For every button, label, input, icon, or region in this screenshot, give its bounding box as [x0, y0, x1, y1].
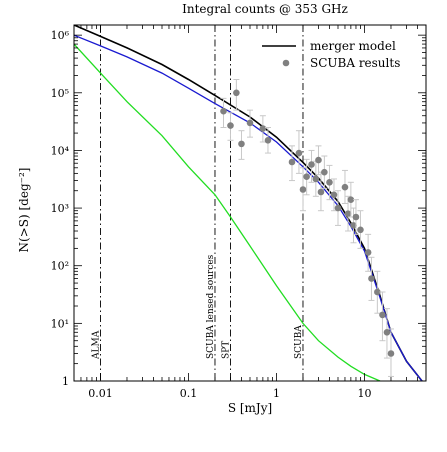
- data-point-30: [387, 350, 395, 357]
- series-line-curve-1: [74, 34, 423, 381]
- data-point-19: [341, 183, 349, 191]
- y-tick-label-1: 10¹: [51, 317, 69, 330]
- data-point-15: [321, 168, 328, 176]
- y-tick-label-4: 10⁴: [51, 144, 70, 157]
- data-point-24: [357, 226, 364, 234]
- legend: merger model SCUBA results: [262, 39, 400, 70]
- data-point-18: [334, 204, 342, 212]
- legend-marker-sample: [282, 59, 290, 67]
- data-point-5: [259, 125, 267, 132]
- data-point-7: [288, 158, 296, 166]
- data-point-3: [238, 140, 245, 148]
- vertical-line-label-0: ALMA: [91, 330, 101, 360]
- data-point-25: [364, 249, 372, 256]
- y-axis-label: N(>S) [deg⁻²]: [17, 168, 31, 253]
- data-point-9: [299, 186, 307, 193]
- data-point-6: [264, 136, 272, 144]
- vertical-line-label-1: SCUBA lensed sources: [206, 254, 216, 359]
- data-point-27: [374, 288, 381, 296]
- data-point-16: [326, 179, 333, 186]
- data-point-29: [383, 328, 391, 336]
- data-point-0: [220, 107, 227, 115]
- data-point-17: [330, 191, 338, 199]
- chart-title: Integral counts @ 353 GHz: [182, 2, 348, 16]
- vertical-line-label-2: SPT: [221, 341, 231, 359]
- legend-entry-label-1: SCUBA results: [310, 56, 400, 70]
- plot-frame: [73, 24, 427, 382]
- x-axis-label: S [mJy]: [228, 401, 272, 415]
- x-tick-label-1: 0.1: [180, 387, 198, 400]
- data-point-21: [347, 196, 355, 203]
- data-point-8: [295, 149, 303, 157]
- y-tick-label-0: 1: [62, 375, 69, 388]
- x-tick-label-3: 10: [357, 387, 371, 400]
- y-tick-label-5: 10⁵: [51, 87, 69, 100]
- data-point-20: [344, 210, 352, 217]
- data-point-10: [303, 173, 310, 181]
- plot-area: ALMA SCUBA lensed sources SPT SCUBA 0.01 0.1 1…: [51, 24, 427, 400]
- x-tick-label-2: 1: [273, 387, 280, 400]
- legend-entry-label-0: merger model: [310, 39, 396, 53]
- plot-content: ALMA SCUBA lensed sources SPT SCUBA: [74, 25, 423, 381]
- data-point-23: [352, 213, 360, 221]
- data-point-26: [368, 275, 375, 282]
- data-point-14: [317, 188, 325, 196]
- y-tick-label-2: 10²: [51, 260, 69, 273]
- data-point-11: [308, 161, 315, 168]
- data-point-13: [315, 156, 322, 164]
- series-line-curve-2: [74, 43, 381, 381]
- data-point-4: [246, 119, 254, 127]
- data-point-2: [233, 89, 240, 97]
- data-point-1: [227, 122, 234, 129]
- y-tick-label-3: 10³: [51, 202, 69, 215]
- data-point-12: [312, 175, 320, 183]
- data-point-28: [379, 311, 386, 319]
- vertical-line-label-3: SCUBA: [294, 325, 304, 359]
- y-tick-label-6: 10⁶: [51, 29, 70, 42]
- series-line-merger-model: [74, 25, 423, 381]
- x-tick-label-0: 0.01: [88, 387, 113, 400]
- data-point-22: [350, 222, 357, 229]
